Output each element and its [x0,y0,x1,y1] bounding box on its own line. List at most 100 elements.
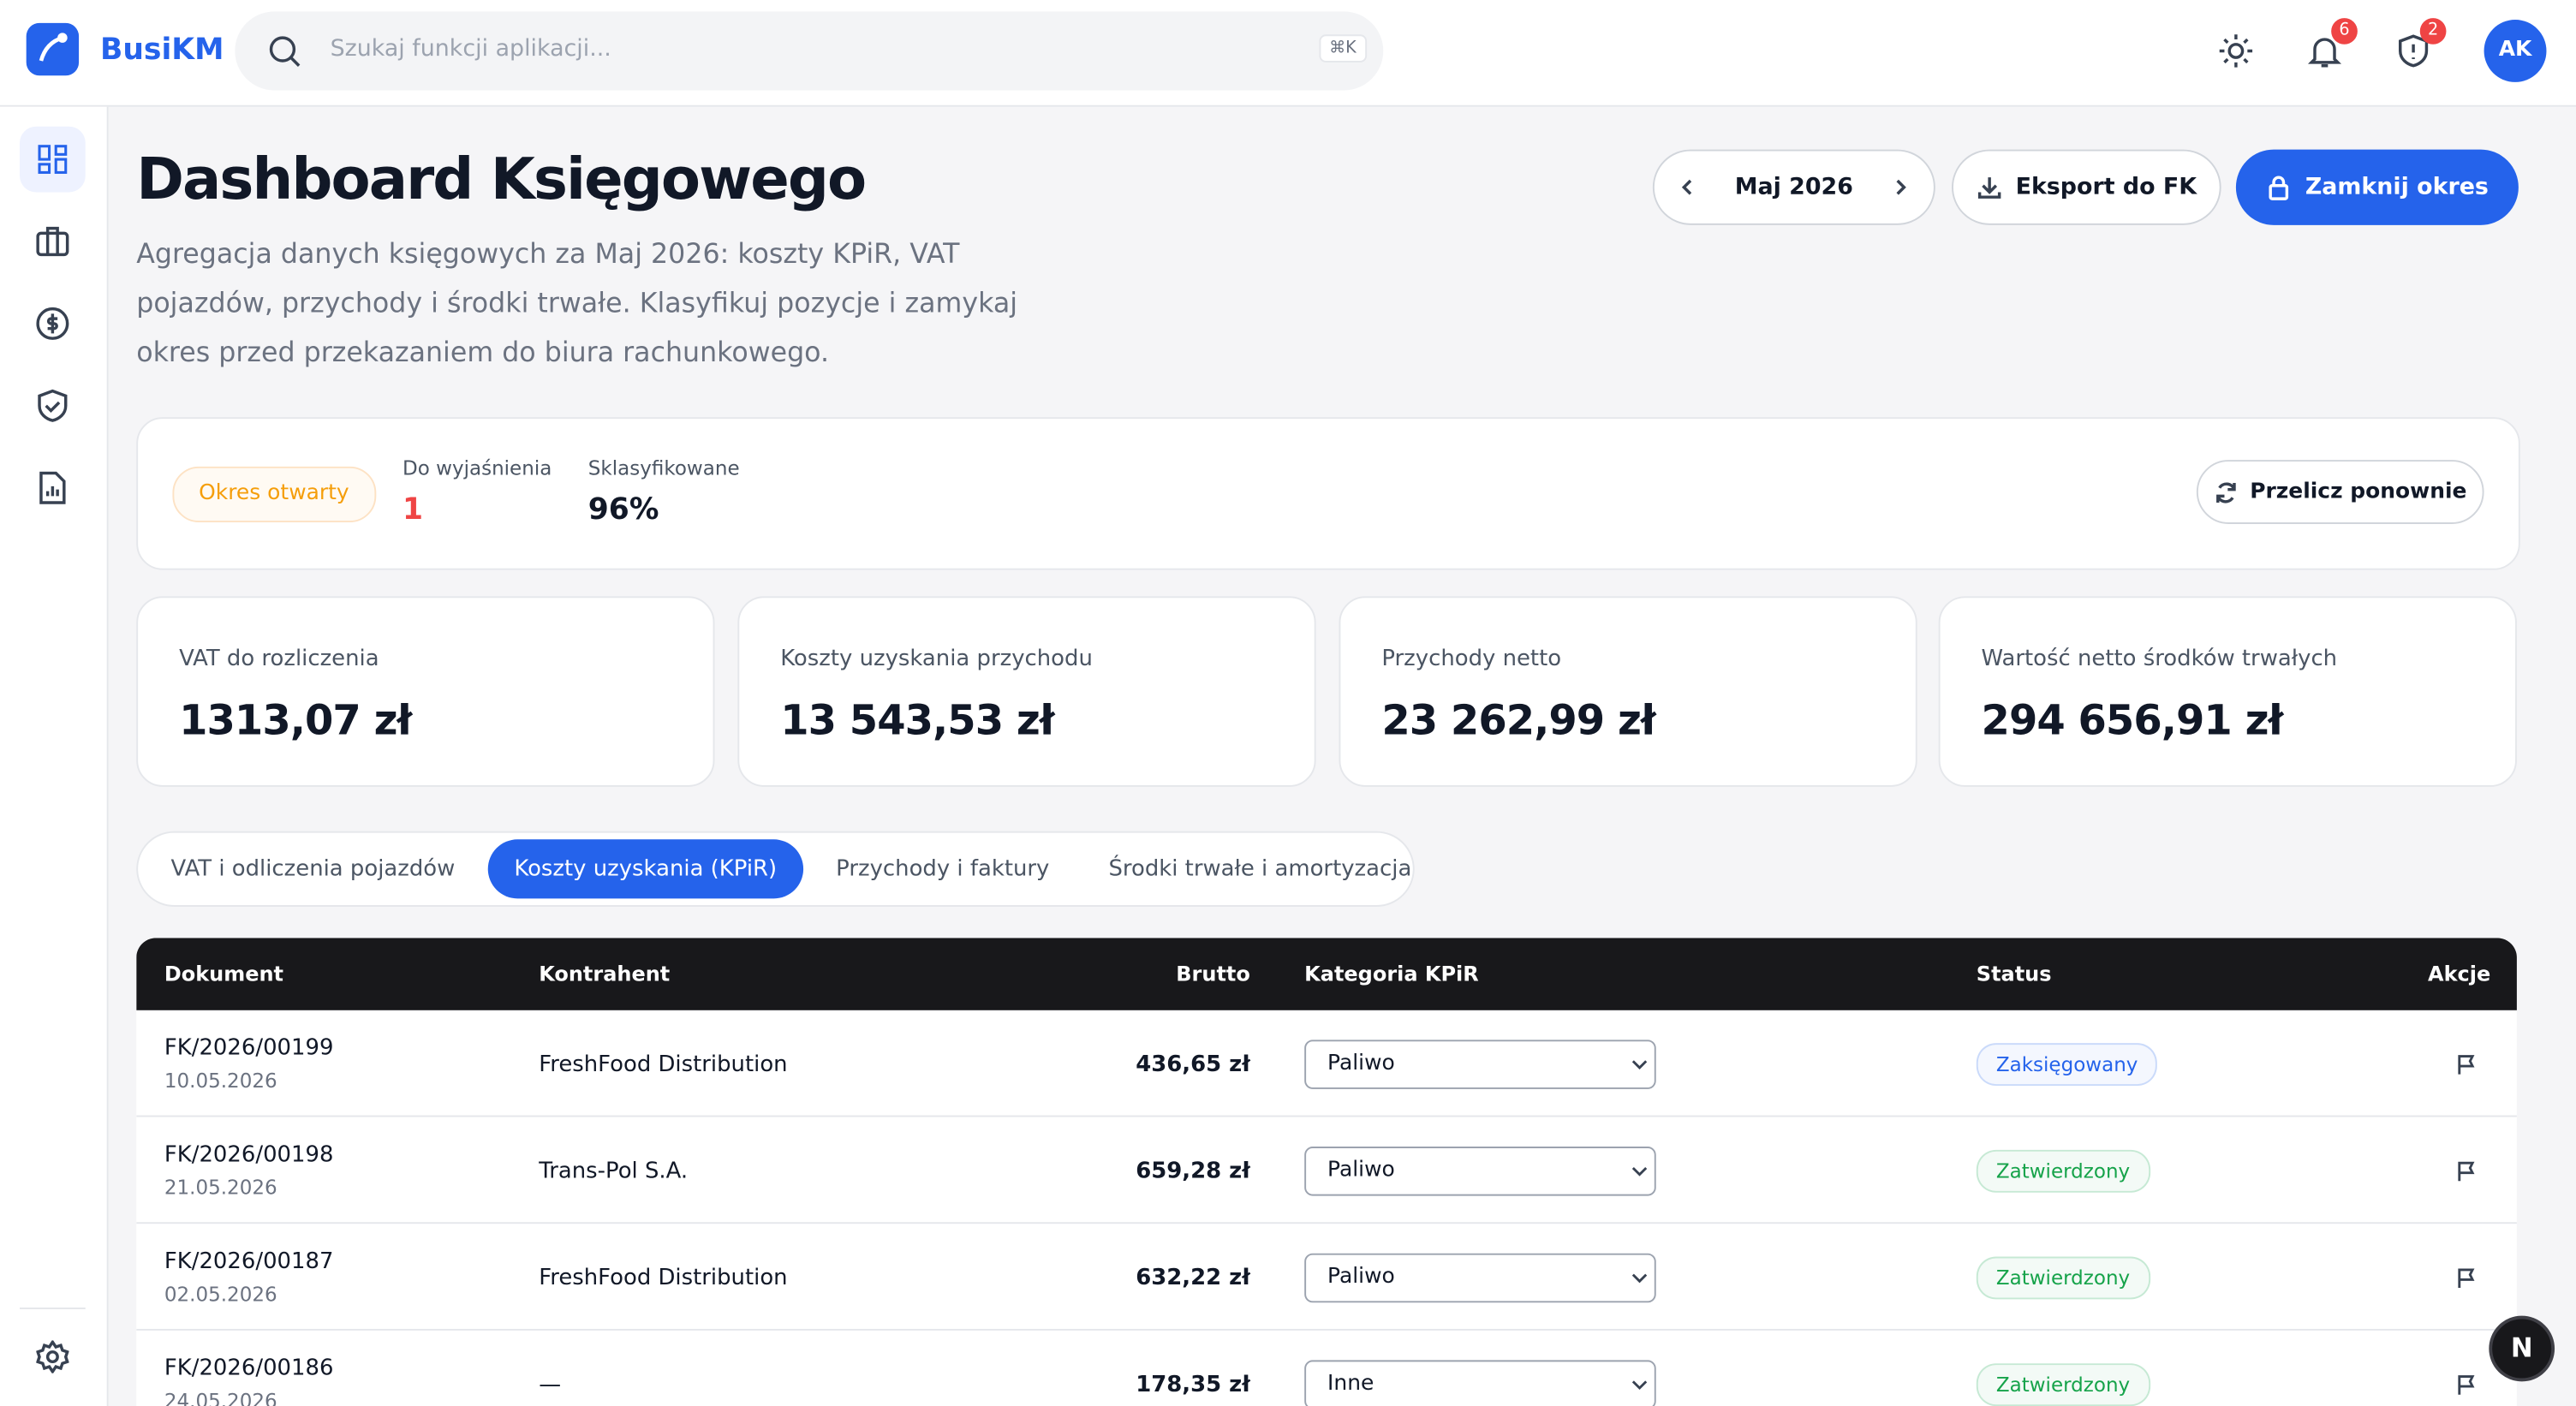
kpi-value: 23 262,99 zł [1381,696,1655,745]
kpi-card: Wartość netto środków trwałych 294 656,91… [1938,596,2517,787]
category: Paliwo [1327,1051,1395,1076]
recalc-button[interactable]: Przelicz ponownie [2196,460,2484,524]
category-select[interactable]: Paliwo [1304,1253,1656,1303]
status-badge: Zatwierdzony [1976,1149,2150,1193]
page-description: Agregacja danych księgowych za Maj 2026:… [136,238,1018,368]
table: Dokument Kontrahent Brutto Kategoria KPiR St… [136,938,2517,1406]
contractor: FreshFood Distribution [539,1051,788,1078]
kpi-value: 1313,07 zł [179,696,412,745]
gross: 178,35 zł [1136,1371,1250,1398]
column-header: Status [1976,961,2052,986]
close-period-button[interactable]: Zamknij okres [2235,149,2519,225]
kpi-value: 294 656,91 zł [1981,696,2284,745]
tab[interactable]: Koszty uzyskania (KPiR) [487,839,803,899]
close-label: Zamknij okres [2305,174,2489,201]
category-select[interactable]: Inne [1304,1360,1656,1406]
tab[interactable]: VAT i odliczenia pojazdów [170,855,456,883]
document-number: FK/2026/00187 [164,1248,334,1275]
table-header [136,938,2517,1010]
alert-count: 2 [2419,18,2447,45]
page-title: Dashboard Księgowego [136,147,867,214]
nav-item[interactable] [36,471,69,504]
tab[interactable]: Środki trwałe i amortyzacja [1108,855,1412,883]
document-number: FK/2026/00186 [164,1355,334,1382]
column-header: Kontrahent [539,961,671,986]
status-label: Sklasyfikowane [587,456,740,480]
document-date: 10.05.2026 [164,1069,277,1093]
settings[interactable] [36,1340,69,1373]
shortcut: ⌘K [1319,34,1367,63]
divider [20,1308,86,1309]
nav-item[interactable] [36,389,69,422]
search[interactable]: Szukaj funkcji aplikacji... ⌘K [235,11,1384,91]
flag-action[interactable] [2454,1159,2478,1183]
period-selector[interactable]: Maj 2026 [1652,149,1935,225]
kpi-label: Koszty uzyskania przychodu [780,645,1093,672]
export-button[interactable]: Eksport do FK [1952,149,2221,225]
sidebar [0,106,109,1406]
gross: 436,65 zł [1136,1051,1250,1078]
theme-toggle[interactable] [2218,33,2254,69]
kpi-card: VAT do rozliczenia 1313,07 zł [136,596,715,787]
select-arrow [1631,1060,1648,1069]
select-arrow [1631,1166,1648,1177]
flag-action[interactable] [2454,1266,2478,1290]
table-row: FK/2026/00198 21.05.2026 Trans-Pol S.A. 659… [136,1117,2517,1224]
tab[interactable]: Przychody i faktury [836,855,1050,883]
kpi-card: Przychody netto 23 262,99 zł [1339,596,1917,787]
category-select[interactable]: Paliwo [1304,1040,1656,1089]
category: Paliwo [1327,1158,1395,1183]
nav-active[interactable] [20,126,86,193]
kpi-label: Przychody netto [1381,645,1562,672]
category: Paliwo [1327,1265,1395,1290]
period: Maj 2026 [1734,174,1853,201]
select-arrow [1631,1380,1648,1391]
flag-action[interactable] [2454,1053,2478,1076]
status-value: 96% [587,492,659,527]
contractor: Trans-Pol S.A. [539,1158,689,1185]
contractor: — [539,1371,562,1398]
kpi-value: 13 543,53 zł [780,696,1054,745]
category: Inne [1327,1371,1374,1397]
document-date: 02.05.2026 [164,1283,277,1307]
notification-count: 6 [2331,18,2358,45]
document-date: 21.05.2026 [164,1176,277,1200]
kpi-label: VAT do rozliczenia [179,645,379,672]
header: BusiKM Szukaj funkcji aplikacji... ⌘K 6 … [0,0,2576,107]
table-row: FK/2026/00186 24.05.2026 — 178,35 zł Inne Zat… [136,1331,2517,1406]
kpi-card: Koszty uzyskania przychodu 13 543,53 zł [737,596,1316,787]
notifications[interactable] [2306,33,2342,69]
gross: 632,22 zł [1136,1265,1250,1291]
document-date: 24.05.2026 [164,1389,277,1406]
kpi-label: Wartość netto środków trwałych [1981,645,2338,672]
select-arrow [1631,1273,1648,1284]
column-header: Kategoria KPiR [1304,961,1479,986]
status-badge: Zatwierdzony [1976,1256,2150,1300]
document-number: FK/2026/00199 [164,1034,334,1062]
flag-action[interactable] [2454,1373,2478,1397]
table-row: FK/2026/00199 10.05.2026 FreshFood Distrib… [136,1010,2517,1117]
avatar[interactable]: AK [2484,20,2547,82]
column-header: Akcje [2428,961,2491,986]
category-select[interactable]: Paliwo [1304,1147,1656,1196]
contractor: FreshFood Distribution [539,1265,788,1291]
tabs: VAT i odliczenia pojazdów Koszty uzyskani… [136,831,1415,907]
recalc-label: Przelicz ponownie [2250,480,2467,504]
column-header: Brutto [1176,961,1250,986]
floating-button[interactable]: N [2489,1315,2555,1382]
logo[interactable] [26,22,80,76]
alerts[interactable] [2395,33,2431,69]
app-name: BusiKM [100,33,224,68]
gross: 659,28 zł [1136,1158,1250,1185]
period-badge: Okres otwarty [172,466,376,523]
nav-item[interactable] [36,307,69,340]
table-row: FK/2026/00187 02.05.2026 FreshFood Distrib… [136,1224,2517,1331]
status-badge: Zaksięgowany [1976,1043,2158,1087]
status-value: 1 [402,492,424,527]
nav-item[interactable] [36,225,69,258]
document-number: FK/2026/00198 [164,1141,334,1168]
status-label: Do wyjaśnienia [402,456,552,480]
status-card: Okres otwarty Przelicz ponownie Do wyjaś… [136,417,2520,570]
